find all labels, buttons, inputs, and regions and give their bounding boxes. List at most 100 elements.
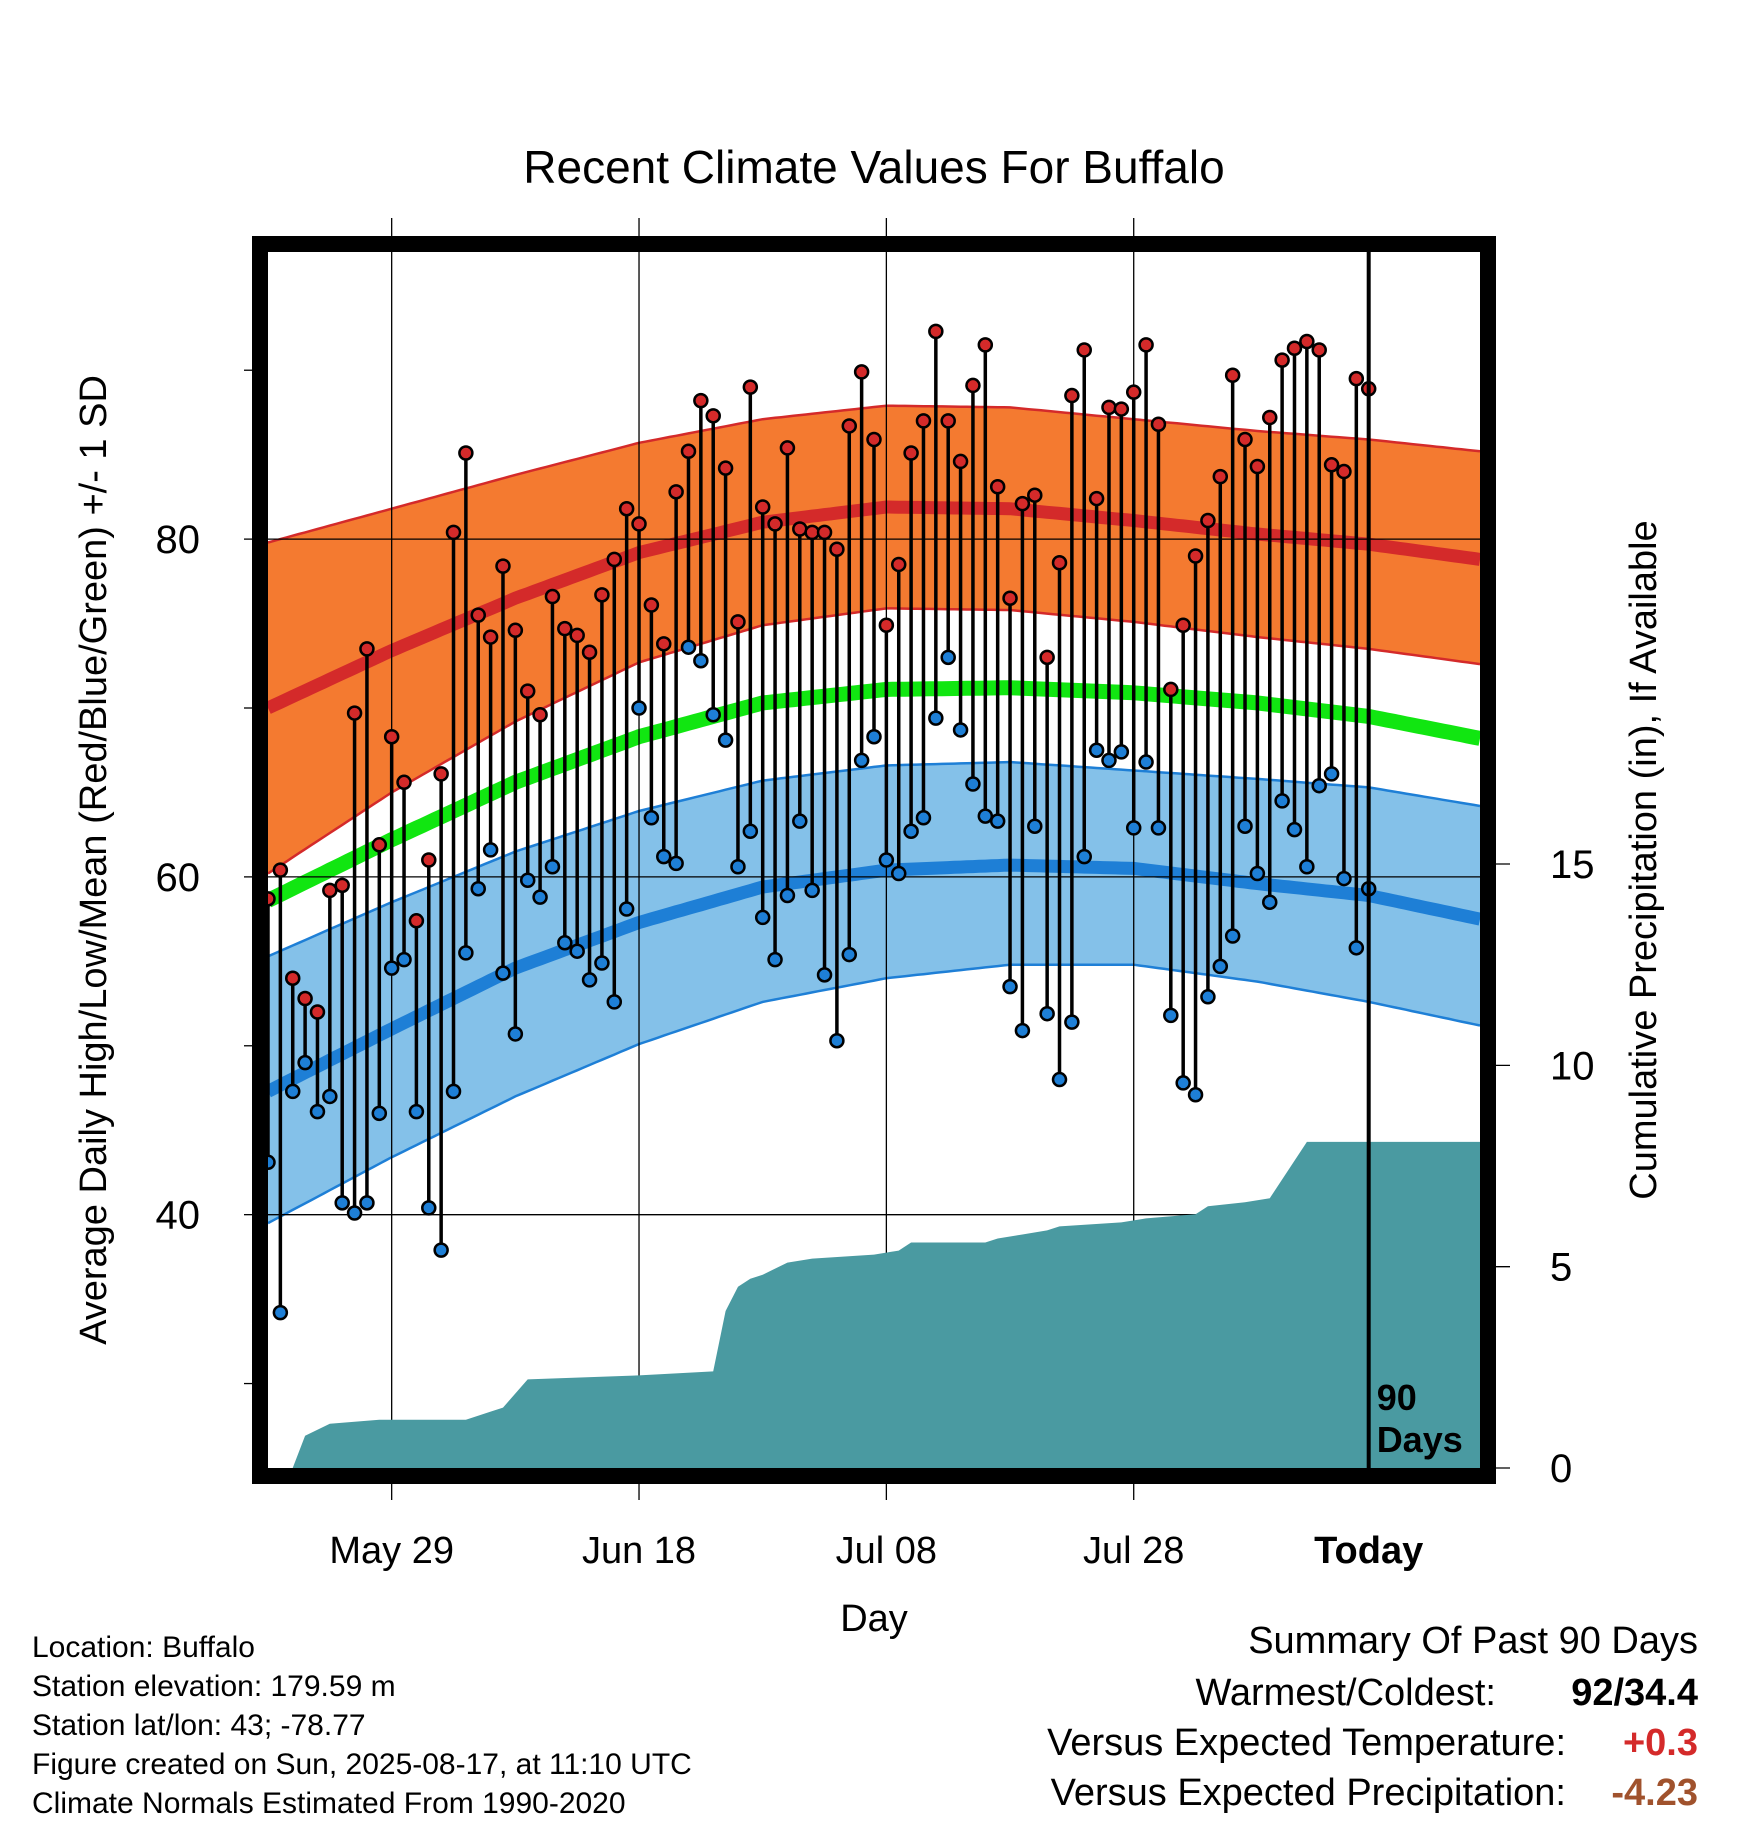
daily-low-point	[656, 848, 672, 865]
daily-high-point	[1150, 416, 1167, 433]
daily-low-point	[482, 842, 499, 858]
created-text: Figure created on Sun, 2025-08-17, at 11…	[32, 1748, 692, 1781]
today-label-days: Days	[1377, 1419, 1463, 1460]
x-tick-label: Today	[1314, 1530, 1423, 1572]
daily-high-point	[631, 516, 647, 532]
daily-low-point	[470, 880, 486, 897]
daily-high-point	[1014, 495, 1031, 512]
daily-high-point	[989, 479, 1006, 495]
daily-high-point	[1311, 342, 1327, 358]
x-tick-label: May 29	[329, 1530, 454, 1572]
daily-low-point	[1076, 848, 1092, 865]
daily-high-point	[1027, 487, 1043, 503]
daily-high-point	[717, 460, 734, 476]
daily-low-point	[383, 960, 400, 976]
daily-low-point	[1187, 1087, 1204, 1103]
daily-low-point	[544, 859, 561, 875]
daily-low-point	[952, 722, 969, 738]
daily-low-point	[631, 700, 647, 716]
daily-high-point	[297, 990, 313, 1007]
daily-low-point	[433, 1242, 449, 1258]
daily-high-point	[1163, 681, 1179, 698]
y2-tick-label: 5	[1550, 1246, 1572, 1290]
daily-high-point	[1224, 367, 1241, 384]
daily-high-point	[371, 837, 388, 853]
daily-low-point	[1150, 820, 1167, 836]
chart-title: Recent Climate Values For Buffalo	[523, 141, 1225, 193]
daily-high-point	[977, 337, 994, 353]
daily-low-point	[866, 728, 882, 745]
daily-high-point	[594, 587, 610, 603]
daily-low-point	[519, 872, 536, 889]
daily-low-point	[779, 887, 796, 904]
y2-tick-label: 0	[1550, 1447, 1572, 1491]
daily-low-point	[272, 1304, 289, 1321]
daily-high-point	[1274, 352, 1290, 368]
daily-high-point	[272, 862, 289, 878]
daily-low-point	[1101, 752, 1117, 769]
daily-low-point	[458, 945, 474, 961]
daily-high-point	[853, 364, 870, 380]
daily-high-point	[915, 413, 932, 429]
daily-low-point	[1212, 958, 1229, 975]
daily-low-point	[730, 859, 746, 875]
y-tick-label: 40	[156, 1194, 201, 1238]
daily-low-point	[557, 935, 573, 951]
daily-low-point	[284, 1083, 301, 1100]
daily-high-point	[1323, 457, 1340, 473]
daily-high-point	[1076, 342, 1092, 358]
daily-low-point	[371, 1105, 388, 1122]
daily-low-point	[693, 652, 709, 669]
daily-low-point	[594, 955, 610, 971]
daily-high-point	[359, 641, 375, 657]
daily-high-point	[656, 636, 672, 652]
daily-high-point	[544, 588, 561, 605]
daily-high-point	[618, 500, 635, 517]
daily-low-point	[1088, 742, 1105, 758]
daily-high-point	[903, 445, 919, 461]
daily-low-point	[1299, 859, 1315, 875]
y2-tick-label: 15	[1550, 843, 1595, 887]
daily-high-point	[1002, 590, 1018, 606]
daily-low-point	[754, 909, 771, 926]
daily-high-point	[1299, 333, 1315, 350]
daily-high-point	[383, 728, 400, 745]
daily-high-point	[767, 516, 783, 532]
x-tick-label: Jul 28	[1083, 1530, 1184, 1572]
x-axis-label: Day	[840, 1598, 908, 1640]
daily-high-point	[705, 408, 721, 424]
daily-low-point	[1113, 744, 1130, 760]
daily-low-point	[928, 710, 944, 726]
daily-low-point	[1039, 1005, 1055, 1022]
daily-low-point	[421, 1200, 437, 1216]
daily-high-point	[458, 445, 474, 461]
daily-high-point	[433, 766, 449, 782]
daily-high-point	[346, 705, 363, 721]
daily-high-point	[322, 882, 338, 899]
daily-low-point	[359, 1195, 375, 1211]
daily-low-point	[1262, 894, 1278, 910]
daily-high-point	[495, 558, 511, 574]
daily-low-point	[569, 943, 585, 959]
precipitation-departure-label: Versus Expected Precipitation:	[1050, 1772, 1566, 1814]
daily-high-point	[816, 524, 833, 541]
y-axis-label: Average Daily High/Low/Mean (Red/Blue/Gr…	[73, 375, 115, 1345]
y-tick-label: 80	[156, 518, 201, 562]
daily-high-point	[804, 524, 820, 541]
y2-axis-label: Cumulative Precipitation (in), If Availa…	[1623, 520, 1665, 1199]
daily-high-point	[1138, 337, 1154, 353]
daily-high-point	[408, 913, 425, 929]
daily-low-point	[1138, 754, 1154, 770]
latlon-text: Station lat/lon: 43; -78.77	[32, 1709, 366, 1742]
daily-low-point	[1286, 821, 1303, 838]
daily-high-point	[1113, 401, 1130, 417]
daily-low-point	[853, 752, 870, 769]
daily-low-point	[965, 776, 981, 792]
daily-high-point	[309, 1004, 326, 1020]
low-mean-line	[265, 858, 1482, 1098]
elevation-text: Station elevation: 179.59 m	[32, 1670, 396, 1703]
daily-high-point	[507, 622, 524, 639]
daily-high-point	[792, 521, 808, 537]
warmest-coldest-label: Warmest/Coldest:	[1195, 1672, 1496, 1714]
daily-low-point	[717, 732, 734, 748]
